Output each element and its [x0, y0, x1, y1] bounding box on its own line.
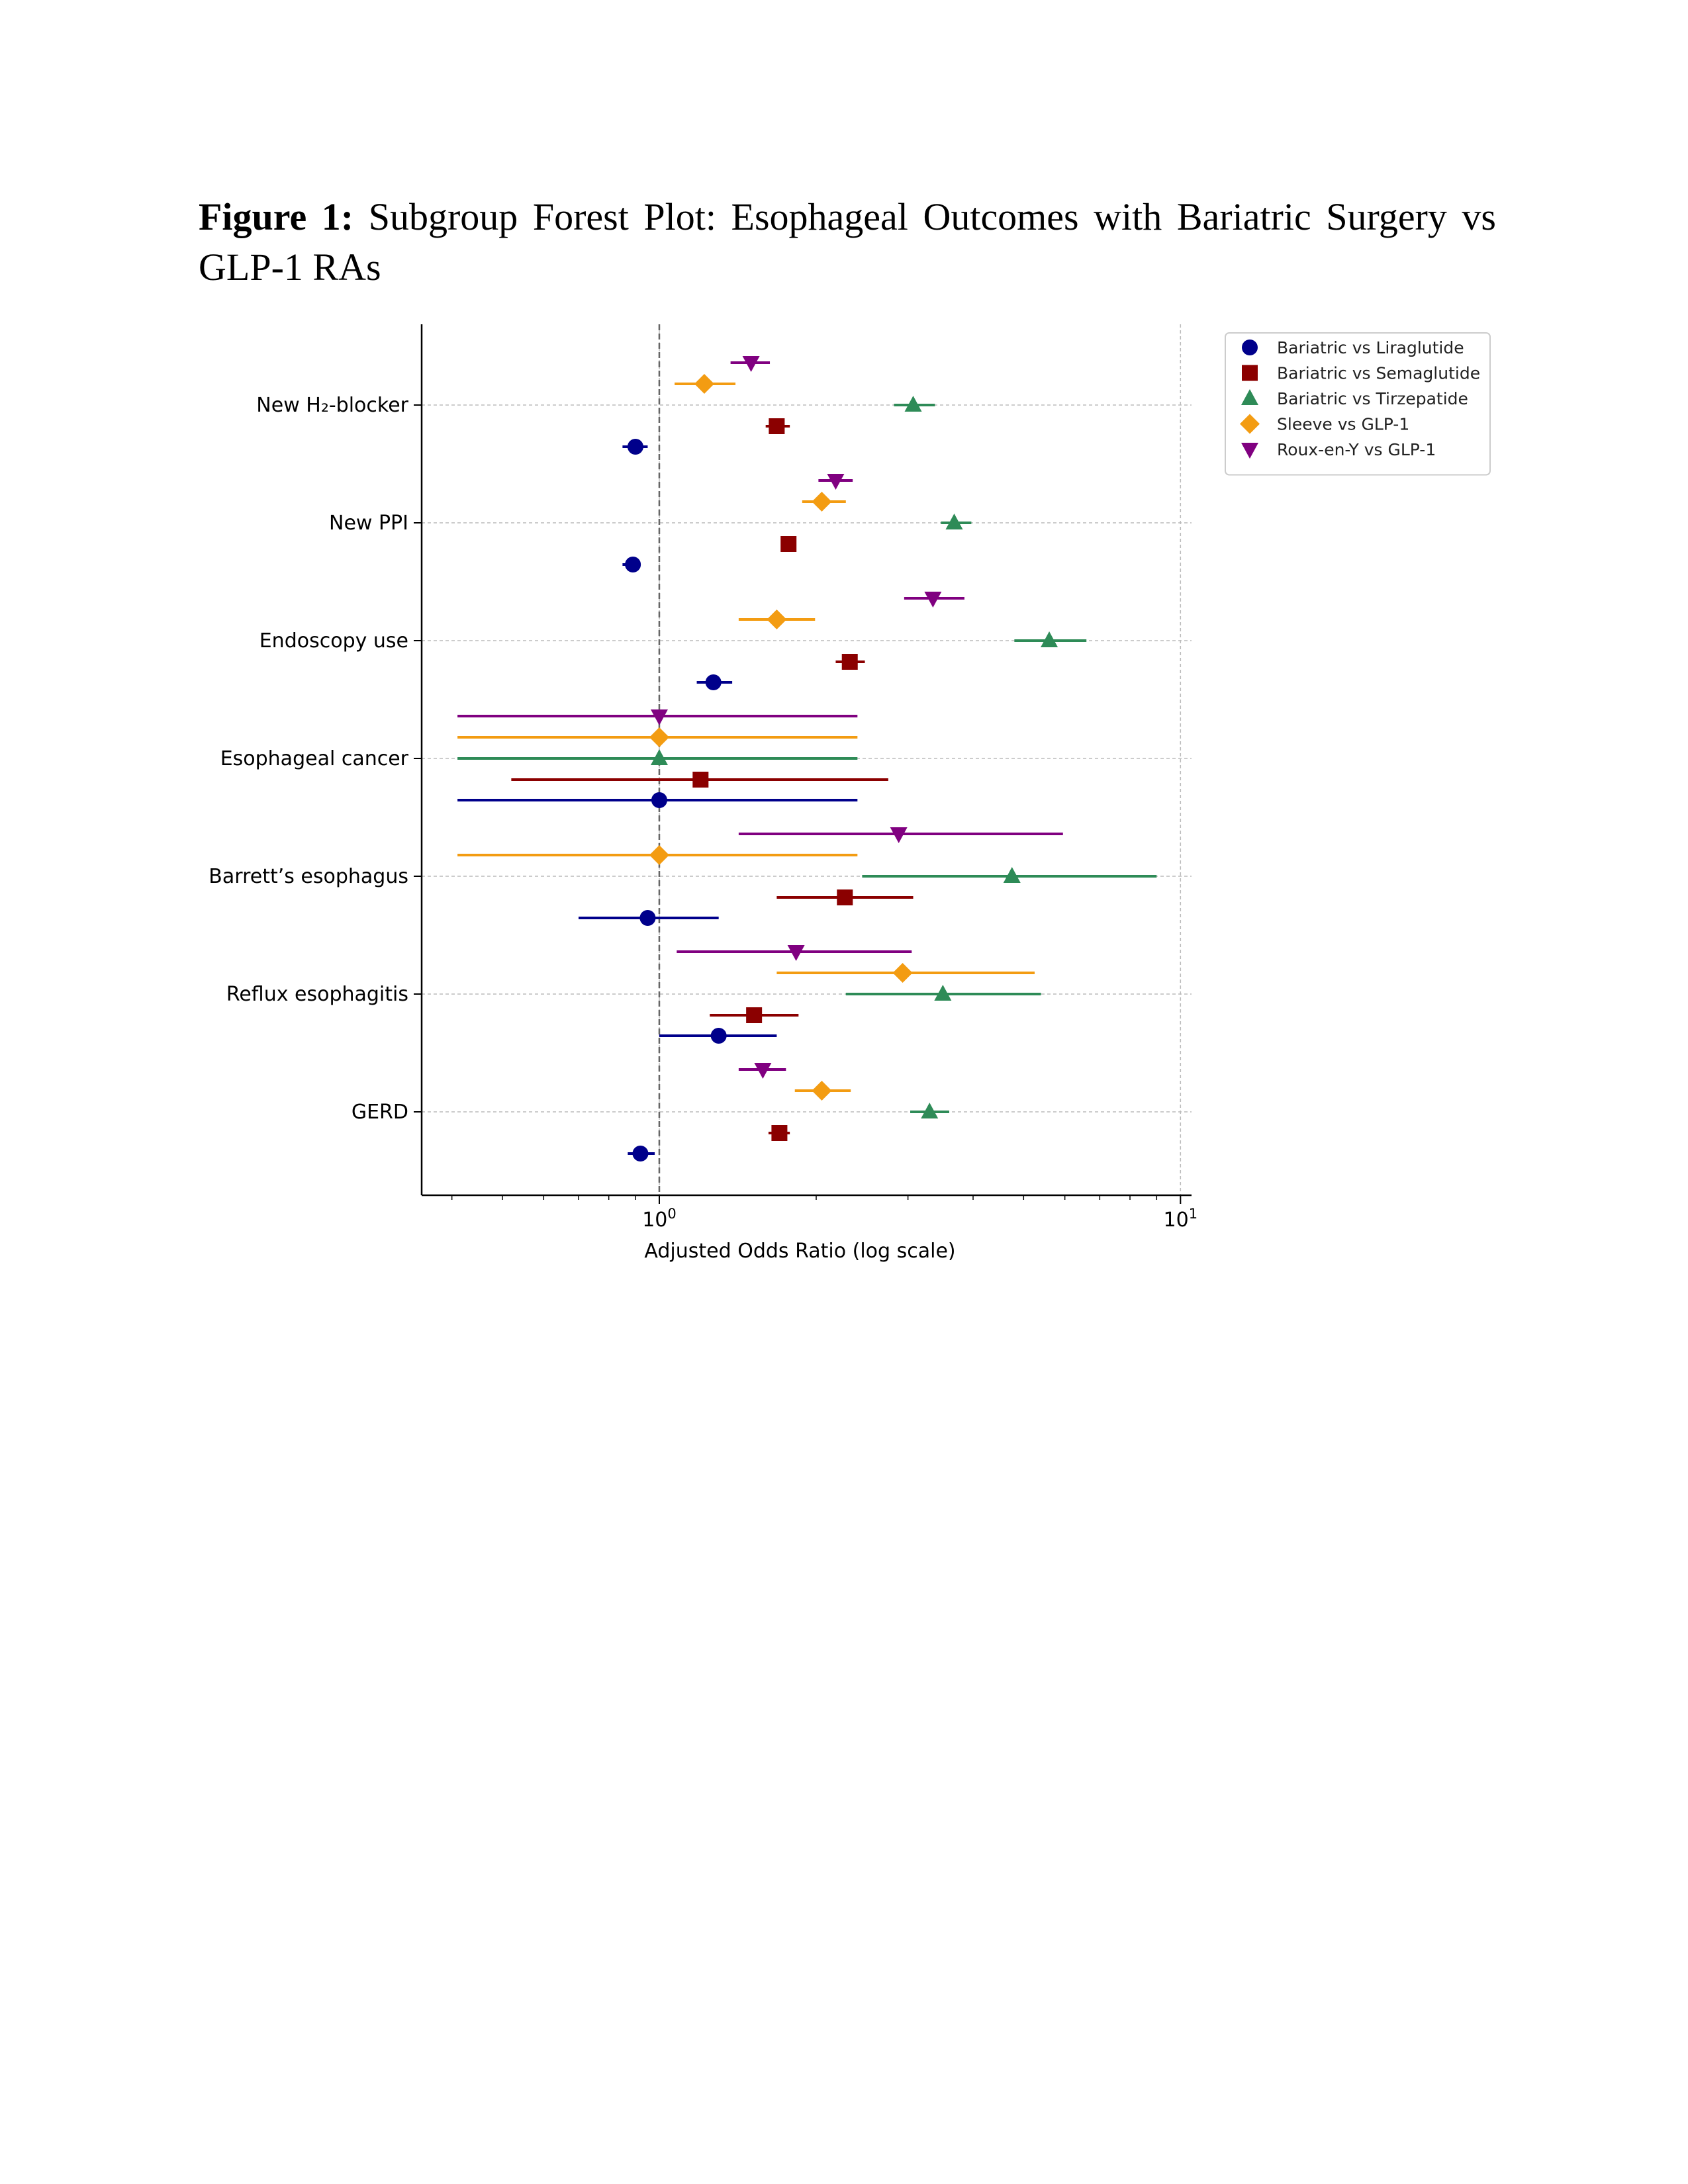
data-point	[632, 1146, 649, 1161]
figure-label: Figure 1:	[199, 195, 354, 238]
legend-label: Bariatric vs Tirzepatide	[1277, 389, 1468, 408]
data-point	[694, 374, 714, 394]
data-point	[787, 945, 805, 961]
data-point	[921, 1103, 939, 1118]
data-point	[1003, 867, 1021, 883]
data-point	[746, 1007, 763, 1023]
data-point	[769, 418, 785, 434]
y-tick-label: Esophageal cancer	[220, 747, 409, 770]
data-point	[890, 827, 908, 843]
axis-labels: New H₂-blocker New PPI Endoscopy use Esopha…	[209, 394, 1197, 1263]
data-point	[827, 474, 845, 490]
legend-label: Bariatric vs Liraglutide	[1277, 338, 1464, 357]
series-2	[457, 396, 1157, 1118]
y-tick-label: New H₂-blocker	[256, 394, 408, 417]
legend: Bariatric vs Liraglutide Bariatric vs Sem…	[1225, 332, 1491, 476]
legend-box	[1225, 332, 1491, 476]
data-point	[812, 492, 832, 512]
y-tick-label: Endoscopy use	[259, 629, 408, 653]
legend-marker	[1241, 389, 1258, 405]
legend-marker	[1241, 443, 1258, 459]
data-series	[457, 356, 1157, 1161]
data-point	[649, 727, 669, 747]
data-point	[837, 889, 853, 905]
data-point	[1041, 631, 1058, 647]
x-tick-label: 101	[1164, 1206, 1198, 1232]
data-point	[904, 396, 922, 412]
data-point	[841, 654, 858, 670]
data-point	[710, 1028, 727, 1044]
legend-marker	[1242, 340, 1258, 355]
data-point	[650, 709, 668, 725]
legend-label: Sleeve vs GLP-1	[1277, 415, 1409, 434]
figure-title: Subgroup Forest Plot: Esophageal Outcome…	[199, 195, 1497, 289]
data-point	[651, 792, 667, 808]
data-point	[924, 592, 942, 608]
data-point	[892, 963, 913, 983]
data-point	[627, 439, 643, 455]
legend-marker	[1242, 365, 1258, 381]
legend-label: Bariatric vs Semaglutide	[1277, 364, 1480, 383]
series-4	[457, 356, 1063, 1079]
axes	[414, 324, 1192, 1204]
data-point	[767, 610, 787, 629]
data-point	[625, 557, 641, 572]
series-1	[511, 418, 914, 1141]
data-point	[639, 910, 656, 926]
series-3	[457, 374, 1035, 1101]
data-point	[650, 749, 668, 765]
y-tick-label: Reflux esophagitis	[226, 983, 408, 1006]
data-point	[649, 845, 669, 865]
data-point	[692, 772, 709, 788]
figure-caption: Figure 1: Subgroup Forest Plot: Esophage…	[199, 192, 1496, 293]
legend-label: Roux-en-Y vs GLP-1	[1277, 440, 1436, 459]
data-point	[934, 985, 952, 1001]
data-point	[705, 674, 722, 690]
series-0	[457, 439, 858, 1161]
data-point	[780, 536, 797, 552]
x-axis-label: Adjusted Odds Ratio (log scale)	[644, 1240, 955, 1263]
y-tick-label: Barrett’s esophagus	[209, 865, 408, 888]
data-point	[945, 514, 963, 529]
data-point	[812, 1081, 832, 1101]
y-tick-label: GERD	[352, 1101, 408, 1124]
legend-marker	[1240, 414, 1260, 434]
data-point	[742, 356, 760, 372]
data-point	[754, 1063, 772, 1079]
x-tick-label: 100	[642, 1206, 677, 1232]
data-point	[771, 1125, 788, 1141]
y-tick-label: New PPI	[329, 512, 408, 535]
